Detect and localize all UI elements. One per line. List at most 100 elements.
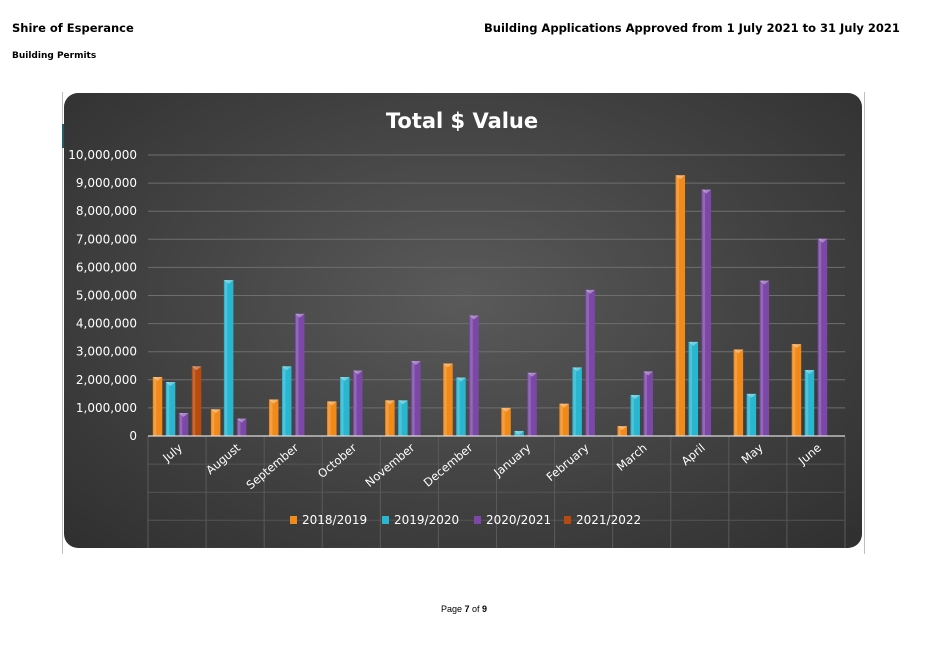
bar-highlight	[328, 401, 331, 436]
bar-2019-2020-november	[398, 400, 408, 436]
bar-2018-2019-april	[675, 175, 686, 436]
bar-2020-2021-september	[294, 313, 305, 436]
chart-panel: 0 1,000,000 2,000,000 3,000,000 4,000,000 5,0…	[64, 93, 862, 548]
bar-cap	[572, 367, 582, 372]
x-tick-label: August	[203, 440, 243, 477]
bar-cap	[791, 344, 802, 349]
legend-label: 2019/2020	[394, 513, 459, 527]
x-tick-label: October	[315, 440, 359, 480]
bar-highlight	[211, 409, 215, 436]
legend-swatch	[564, 516, 571, 524]
chart-legend: 2018/2019 2019/2020 2020/2021 2021/2022	[290, 513, 641, 527]
page-current: 7	[464, 604, 470, 614]
bar-2018-2019-may	[733, 349, 744, 436]
bar-highlight	[341, 376, 344, 436]
bar-2019-2020-december	[456, 377, 466, 436]
x-tick-label: February	[544, 440, 592, 484]
bar-2021-2022-july	[191, 366, 202, 436]
chart-svg: 0 1,000,000 2,000,000 3,000,000 4,000,000 5,0…	[68, 109, 846, 548]
bar-highlight	[734, 349, 738, 436]
bar-2019-2020-july	[165, 382, 176, 436]
bar-cap	[385, 400, 395, 405]
x-tick-label: May	[739, 440, 766, 466]
y-tick-label: 5,000,000	[76, 289, 137, 303]
legend-label: 2018/2019	[302, 513, 367, 527]
bar-highlight	[386, 400, 389, 436]
bar-cap	[617, 426, 627, 431]
legend-swatch	[290, 516, 297, 524]
bar-highlight	[179, 412, 183, 436]
bar-2018-2019-march	[617, 426, 627, 436]
bar-highlight	[747, 393, 751, 436]
legend-item-2021-2022: 2021/2022	[564, 513, 641, 527]
y-tick-label: 9,000,000	[76, 176, 137, 190]
bar-cap	[688, 341, 699, 346]
legend-swatch	[474, 516, 481, 524]
page-of: of	[469, 604, 483, 614]
bar-cap	[223, 280, 234, 285]
bar-cap	[456, 377, 466, 382]
bar-cap	[746, 393, 757, 398]
bar-cap	[559, 403, 569, 408]
page-total: 9	[482, 604, 488, 614]
frame-line-left	[62, 92, 63, 554]
bar-cap	[340, 376, 350, 381]
bar-highlight	[792, 344, 796, 436]
bar-cap	[817, 238, 828, 243]
legend-item-2019-2020: 2019/2020	[382, 513, 459, 527]
bar-cap	[178, 412, 189, 417]
legend-swatch	[382, 516, 389, 524]
bar-2019-2020-september	[281, 366, 292, 436]
bar-cap	[675, 175, 686, 180]
x-tick-label: July	[159, 440, 185, 465]
bar-highlight	[269, 399, 273, 436]
x-tick-label: September	[243, 440, 301, 492]
organisation-name: Shire of Esperance	[12, 21, 134, 35]
bar-2018-2019-september	[268, 399, 279, 436]
bar-cap	[733, 349, 744, 354]
frame-line-right	[864, 92, 865, 554]
bar-highlight	[412, 360, 415, 436]
bar-highlight	[515, 430, 518, 436]
bar-highlight	[153, 376, 157, 436]
bar-highlight	[676, 175, 680, 436]
chart-title: Total $ Value	[386, 109, 538, 133]
y-tick-label: 1,000,000	[76, 401, 137, 415]
bar-layer	[152, 175, 828, 436]
x-tick-label: March	[614, 441, 650, 474]
bar-highlight	[237, 418, 241, 436]
x-tick-label: November	[362, 440, 417, 489]
bar-cap	[643, 371, 653, 376]
bar-2020-2021-january	[527, 372, 537, 436]
bar-2018-2019-november	[385, 400, 395, 436]
legend-label: 2021/2022	[576, 513, 641, 527]
bar-highlight	[702, 189, 706, 436]
bar-highlight	[573, 367, 576, 436]
bar-cap	[804, 369, 815, 374]
bar-highlight	[444, 363, 447, 436]
legend-label: 2020/2021	[486, 513, 551, 527]
x-tick-label: December	[421, 440, 476, 489]
bar-2020-2021-november	[411, 360, 421, 436]
bar-2019-2020-may	[746, 393, 757, 436]
bar-2018-2019-october	[327, 401, 337, 436]
bar-cap	[759, 280, 770, 285]
bar-2020-2021-february	[585, 289, 595, 436]
bar-2018-2019-january	[501, 407, 511, 436]
bar-cap	[630, 394, 640, 399]
bar-highlight	[192, 366, 196, 436]
bar-highlight	[631, 394, 634, 436]
bar-cap	[501, 407, 511, 412]
frame-marker	[62, 124, 64, 148]
bar-2018-2019-december	[443, 363, 453, 436]
bar-highlight	[282, 366, 286, 436]
bar-highlight	[586, 289, 589, 436]
bar-2020-2021-july	[178, 412, 189, 436]
bar-highlight	[528, 372, 531, 436]
bar-2020-2021-december	[469, 315, 479, 436]
bar-cap	[527, 372, 537, 377]
bar-highlight	[560, 403, 563, 436]
bar-2019-2020-january	[514, 430, 524, 436]
bar-cap	[191, 366, 202, 371]
bar-highlight	[470, 315, 473, 436]
